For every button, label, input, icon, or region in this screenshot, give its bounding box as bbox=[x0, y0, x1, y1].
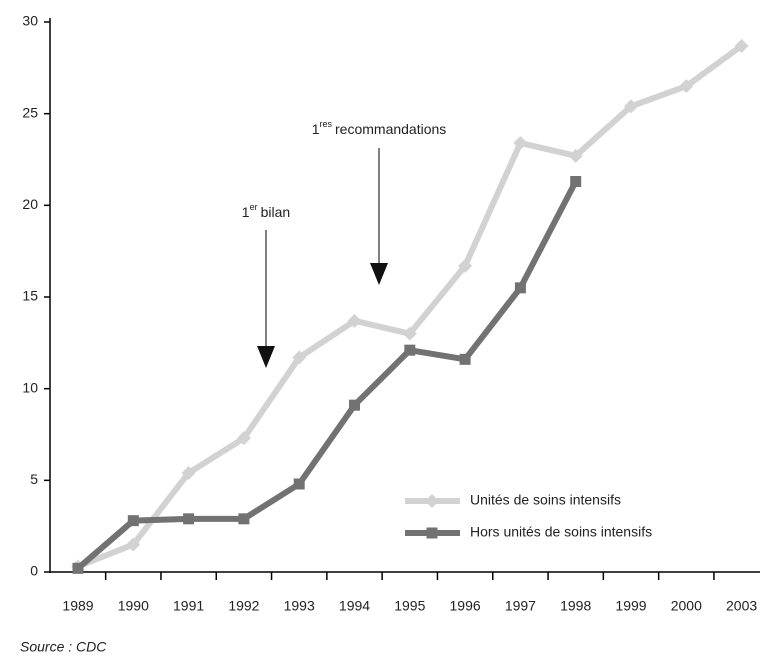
series-line bbox=[76, 180, 579, 571]
annotation: 1er bilan bbox=[242, 202, 290, 219]
y-tick-label: 30 bbox=[22, 13, 38, 29]
point bbox=[458, 258, 473, 273]
y-tick-label: 10 bbox=[22, 379, 38, 395]
point bbox=[570, 176, 582, 187]
point bbox=[347, 313, 362, 328]
legend-label: Unités de soins intensifs bbox=[470, 492, 621, 508]
point bbox=[425, 494, 439, 508]
point bbox=[183, 513, 195, 525]
point bbox=[514, 282, 526, 294]
point bbox=[349, 399, 360, 411]
point bbox=[181, 466, 196, 480]
annotation-superscript: er bbox=[250, 202, 258, 212]
y-tick-label: 0 bbox=[30, 563, 38, 579]
x-tick-label: 1999 bbox=[615, 598, 646, 614]
point bbox=[459, 353, 471, 365]
annotation-arrowhead bbox=[257, 346, 275, 368]
x-tick-label: 1996 bbox=[450, 598, 481, 614]
point bbox=[404, 344, 416, 356]
legend-label: Hors unités de soins intensifs bbox=[470, 524, 652, 540]
annotation-arrowhead bbox=[370, 263, 388, 285]
annotation-superscript: res bbox=[320, 119, 333, 129]
annotation-number: 1 bbox=[242, 204, 250, 220]
y-tick-label: 20 bbox=[22, 196, 38, 212]
x-tick-label: 1992 bbox=[228, 598, 259, 614]
point bbox=[236, 431, 251, 446]
point bbox=[126, 537, 141, 552]
x-tick-label: 1991 bbox=[173, 598, 204, 614]
point bbox=[238, 513, 250, 525]
annotation-text: recommandations bbox=[335, 121, 446, 137]
point bbox=[734, 38, 749, 53]
point bbox=[568, 148, 583, 163]
annotation-number: 1 bbox=[312, 121, 320, 137]
point bbox=[127, 515, 139, 527]
y-tick-label: 5 bbox=[30, 471, 38, 487]
point bbox=[513, 136, 528, 150]
x-tick-label: 1998 bbox=[560, 598, 591, 614]
x-tick-label: 1994 bbox=[339, 598, 370, 614]
source: Source : CDC bbox=[20, 639, 107, 655]
x-tick-label: 1997 bbox=[505, 598, 536, 614]
x-tick-label: 1990 bbox=[118, 598, 149, 614]
point bbox=[402, 326, 417, 341]
point bbox=[72, 562, 84, 574]
x-tick-label: 1989 bbox=[62, 598, 93, 614]
point bbox=[426, 527, 438, 539]
y-tick-label: 25 bbox=[22, 104, 38, 120]
point bbox=[293, 478, 305, 490]
x-tick-label: 2000 bbox=[671, 598, 702, 614]
y-tick-label: 15 bbox=[22, 288, 38, 304]
x-tick-label: 1993 bbox=[284, 598, 315, 614]
annotation: 1res recommandations bbox=[312, 119, 447, 136]
point bbox=[679, 79, 694, 94]
x-tick-label: 1995 bbox=[394, 598, 425, 614]
x-tick-label: 2003 bbox=[726, 598, 757, 614]
point bbox=[292, 350, 307, 365]
point bbox=[624, 99, 638, 114]
annotation-text: bilan bbox=[261, 204, 291, 220]
